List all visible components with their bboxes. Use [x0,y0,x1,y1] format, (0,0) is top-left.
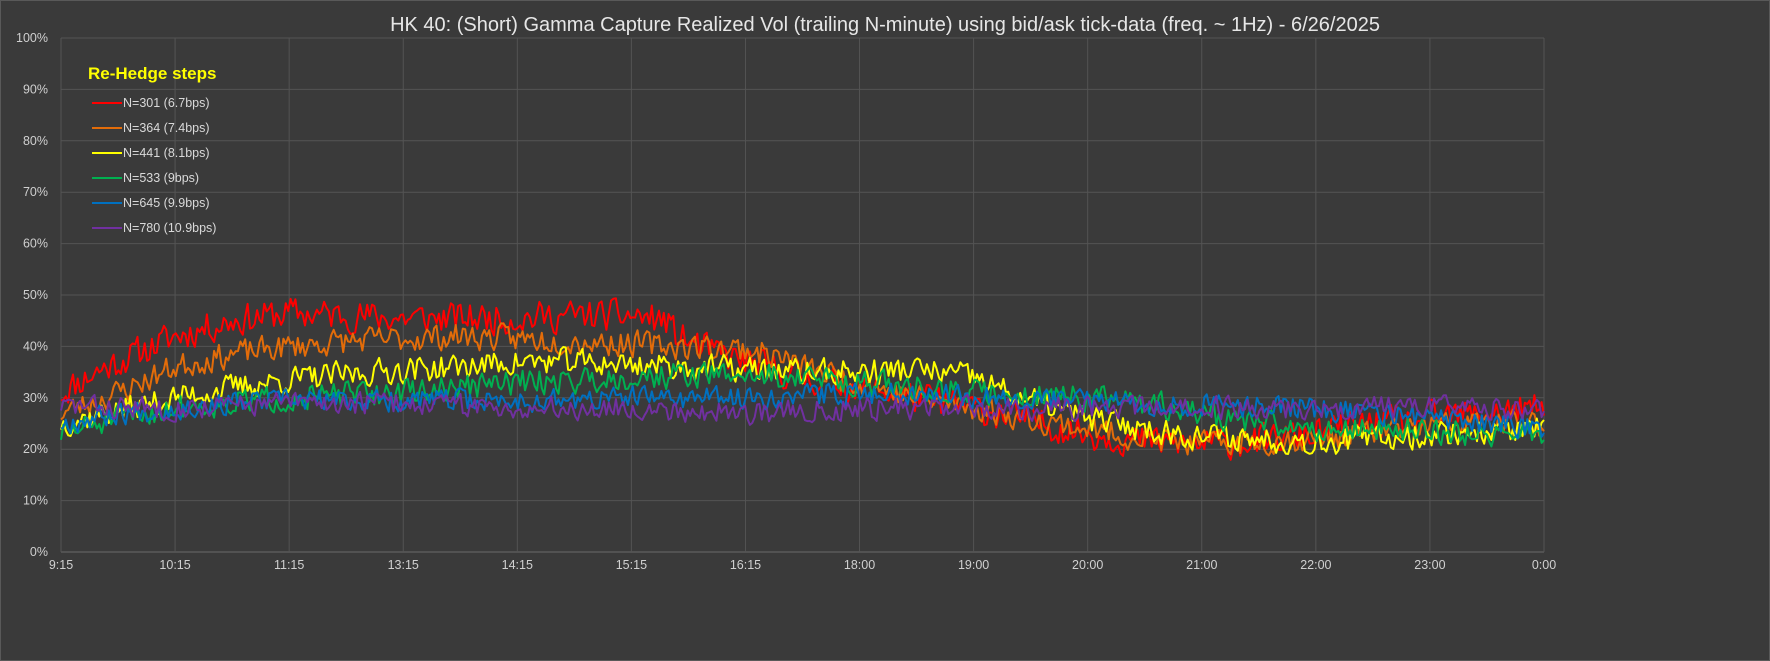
y-axis-tick-labels: 0% 10% 20% 30% 40% 50% 60% 70% 80% 90% 100% [16,31,48,559]
x-tick-label: 0:00 [1532,558,1556,572]
y-tick-label: 40% [23,339,48,353]
y-tick-label: 20% [23,442,48,456]
legend-label: N=780 (10.9bps) [123,221,216,235]
x-tick-label: 15:15 [616,558,647,572]
x-axis-tick-labels: 9:15 10:15 11:15 13:15 14:15 15:15 16:15 18:00 1… [49,558,1556,572]
x-tick-label: 13:15 [388,558,419,572]
legend: Re-Hedge steps N=301 (6.7bps) N=364 (7.4b… [88,64,216,235]
legend-label: N=364 (7.4bps) [123,121,210,135]
gridlines [60,37,1545,553]
x-tick-label: 21:00 [1186,558,1217,572]
legend-label: N=441 (8.1bps) [123,146,210,160]
y-tick-label: 10% [23,494,48,508]
chart-title: HK 40: (Short) Gamma Capture Realized Vo… [390,14,1380,36]
series-line [60,346,1545,455]
x-tick-label: 11:15 [274,558,304,572]
y-tick-label: 100% [16,31,48,45]
y-tick-label: 0% [30,545,48,559]
series-line [60,390,1545,426]
x-tick-label: 16:15 [730,558,761,572]
y-tick-label: 50% [23,288,48,302]
x-tick-label: 20:00 [1072,558,1103,572]
y-tick-label: 70% [23,185,48,199]
x-tick-label: 19:00 [958,558,989,572]
x-tick-label: 14:15 [502,558,533,572]
series-line [60,322,1545,457]
x-tick-label: 9:15 [49,558,73,572]
legend-label: N=645 (9.9bps) [123,196,210,210]
legend-title: Re-Hedge steps [88,64,216,83]
y-tick-label: 30% [23,391,48,405]
series-line [60,382,1545,440]
x-tick-label: 23:00 [1414,558,1445,572]
x-tick-label: 22:00 [1300,558,1331,572]
legend-label: N=301 (6.7bps) [123,96,210,110]
x-tick-label: 10:15 [159,558,190,572]
y-tick-label: 60% [23,237,48,251]
legend-label: N=533 (9bps) [123,171,199,185]
y-tick-label: 90% [23,82,48,96]
y-tick-label: 80% [23,134,48,148]
x-tick-label: 18:00 [844,558,875,572]
legend-items: N=301 (6.7bps) N=364 (7.4bps) N=441 (8.1bp… [92,96,216,235]
series-lines [60,297,1545,461]
